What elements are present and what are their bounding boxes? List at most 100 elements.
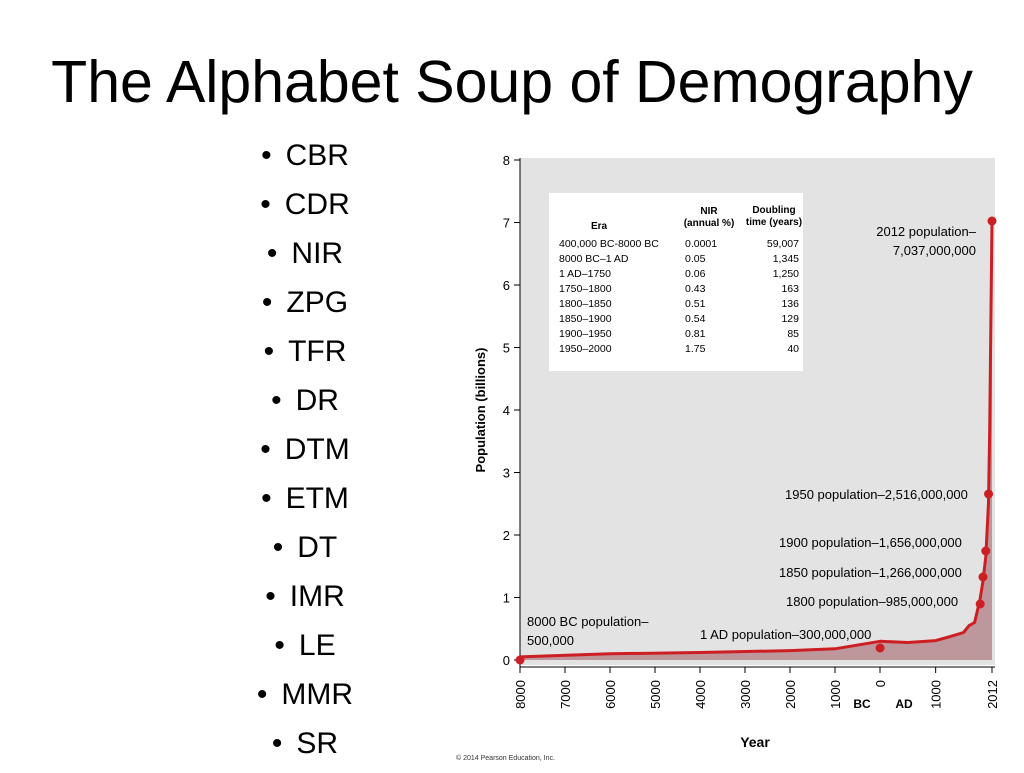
bullet-dot: • — [274, 629, 285, 662]
table-cell-nir: 0.43 — [685, 283, 706, 295]
y-tick-label: 6 — [503, 278, 510, 293]
table-row: 1800–1850 0.51 136 — [559, 297, 799, 312]
table-cell-doubling: 85 — [787, 328, 799, 340]
bullet-text: DR — [295, 384, 339, 417]
table-header-era: Era — [579, 221, 619, 233]
bullet-dot: • — [260, 433, 271, 466]
y-tick-label: 1 — [503, 591, 510, 606]
table-row: 400,000 BC-8000 BC 0.0001 59,007 — [559, 237, 799, 252]
bullet-text: ETM — [285, 482, 349, 515]
nir-table: Era NIR (annual %) Doubling time (years)… — [549, 193, 803, 371]
era-label-ad: AD — [895, 697, 913, 711]
x-tick-label: 6000 — [603, 680, 618, 709]
table-header-era-label: Era — [590, 221, 608, 232]
highlight-point — [987, 216, 997, 226]
x-tick-label: 7000 — [558, 680, 573, 709]
table-header-nir-line2: (annual %) — [683, 218, 735, 229]
table-cell-era: 8000 BC–1 AD — [559, 253, 629, 265]
bullet-text: DTM — [284, 433, 350, 466]
copyright-notice: © 2014 Pearson Education, Inc. — [456, 755, 555, 762]
bullet-text: SR — [296, 727, 339, 760]
highlight-point — [984, 489, 994, 499]
table-cell-era: 1800–1850 — [559, 298, 612, 310]
table-row: 1750–1800 0.43 163 — [559, 282, 799, 297]
y-axis-title: Population (billions) — [473, 348, 488, 473]
bullet-dot: • — [261, 286, 273, 319]
highlight-point — [875, 643, 885, 653]
x-tick-label: 3000 — [738, 680, 753, 709]
bullet-item: • DTM — [190, 430, 420, 479]
table-cell-era: 1900–1950 — [559, 328, 612, 340]
table-cell-doubling: 1,345 — [772, 253, 799, 265]
table-cell-era: 400,000 BC-8000 BC — [559, 238, 659, 250]
x-tick-label: 2012 — [985, 680, 1000, 709]
table-cell-era: 1750–1800 — [559, 283, 612, 295]
table-header-nir-line1: NIR — [700, 206, 718, 217]
bullet-dot: • — [260, 188, 271, 221]
bullet-item: • CBR — [190, 136, 420, 185]
population-chart: 0 1 2 3 4 5 6 7 8 8000 7000 6000 5000 4000 3000 2000 100… — [455, 140, 1024, 768]
y-tick-label: 0 — [503, 653, 510, 668]
x-tick-label: 1000 — [828, 680, 843, 709]
highlight-point — [515, 655, 525, 665]
bullet-item: • ETM — [190, 479, 420, 528]
bullet-dot: • — [263, 335, 275, 368]
bullet-item: • CDR — [190, 185, 420, 234]
table-row: 8000 BC–1 AD 0.05 1,345 — [559, 252, 799, 267]
bullet-item: • DR — [190, 381, 420, 430]
y-tick-label: 3 — [503, 466, 510, 481]
x-tick-label: 5000 — [648, 680, 663, 709]
table-cell-doubling: 59,007 — [766, 238, 799, 250]
annotation-label: 1 AD population–300,000,000 — [700, 627, 871, 642]
bullet-item: • ZPG — [190, 283, 420, 332]
x-tick-label: 2000 — [783, 680, 798, 709]
annotation-label-line2: 7,037,000,000 — [893, 243, 976, 258]
annotation-label: 1850 population–1,266,000,000 — [779, 565, 962, 580]
bullet-dot: • — [272, 531, 284, 564]
table-row: 1 AD–1750 0.06 1,250 — [559, 267, 799, 282]
bullet-text: LE — [298, 629, 336, 662]
bullet-text: MMR — [281, 678, 354, 711]
table-cell-nir: 0.0001 — [685, 238, 718, 250]
bullet-dot: • — [265, 580, 276, 613]
bullet-dot: • — [256, 678, 268, 711]
table-row: 1900–1950 0.81 85 — [559, 327, 799, 342]
bullet-text: CDR — [284, 188, 350, 221]
table-cell-doubling: 40 — [787, 343, 799, 355]
annotation-label: 1800 population–985,000,000 — [786, 594, 958, 609]
table-cell-doubling: 163 — [781, 283, 799, 295]
table-header-doubling-line2: time (years) — [745, 217, 803, 228]
bullet-dot: • — [261, 482, 272, 515]
table-cell-nir: 0.54 — [685, 313, 706, 325]
highlight-point — [975, 599, 985, 609]
annotation-label: 1950 population–2,516,000,000 — [785, 487, 968, 502]
y-tick-label: 4 — [503, 403, 510, 418]
table-cell-era: 1950–2000 — [559, 343, 612, 355]
y-tick-label: 5 — [503, 341, 510, 356]
highlight-point — [981, 546, 991, 556]
annotation-label: 8000 BC population– — [527, 614, 649, 629]
y-tick-label: 7 — [503, 216, 510, 231]
table-cell-doubling: 1,250 — [772, 268, 799, 280]
table-cell-era: 1 AD–1750 — [559, 268, 611, 280]
x-tick-label: 0 — [873, 680, 888, 687]
bullet-item: • NIR — [190, 234, 420, 283]
annotation-label-line2: 500,000 — [527, 633, 574, 648]
bullet-item: • TFR — [190, 332, 420, 381]
annotation-label: 1900 population–1,656,000,000 — [779, 535, 962, 550]
table-header-nir: NIR (annual %) — [669, 206, 749, 230]
slide-title: The Alphabet Soup of Demography — [51, 49, 973, 115]
bullet-text: TFR — [288, 335, 347, 368]
bullet-dot: • — [271, 384, 282, 417]
bullet-dot: • — [261, 139, 272, 172]
annotation-label: 2012 population– — [876, 224, 977, 239]
x-tick-label: 8000 — [513, 680, 528, 709]
bullet-dot: • — [271, 727, 283, 760]
table-cell-era: 1850–1900 — [559, 313, 612, 325]
table-cell-nir: 1.75 — [685, 343, 706, 355]
bullet-list: • CBR • CDR • NIR • ZPG • TFR • DR • DTM • ETM • DT • IMR • L… — [190, 136, 420, 773]
table-cell-nir: 0.05 — [685, 253, 706, 265]
bullet-item: • DT — [190, 528, 420, 577]
y-tick-label: 2 — [503, 528, 510, 543]
x-axis-title: Year — [740, 734, 770, 750]
